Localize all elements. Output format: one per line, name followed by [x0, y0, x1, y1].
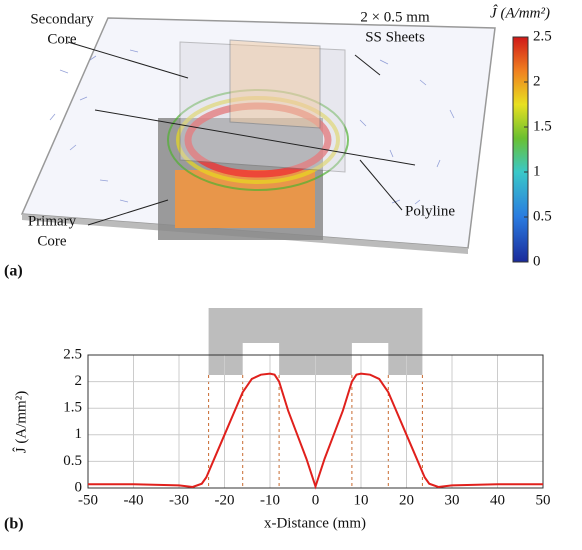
render-3d [20, 17, 496, 254]
y-tick-label: 0.5 [63, 453, 82, 469]
colorbar-tick-label: 1 [533, 163, 541, 179]
colorbar-tick-label: 2 [533, 73, 541, 89]
annotation: 2 × 0.5 mm [360, 9, 430, 25]
x-tick-label: 50 [536, 492, 551, 508]
x-tick-label: 0 [312, 492, 320, 508]
colorbar-tick-label: 2.5 [533, 28, 552, 44]
x-tick-label: -20 [215, 492, 235, 508]
colorbar-tick-label: 0 [533, 253, 541, 269]
colorbar-tick-label: 1.5 [533, 118, 552, 134]
x-tick-label: 10 [354, 492, 369, 508]
y-tick-label: 2.5 [63, 346, 82, 362]
annotation: Secondary [30, 11, 94, 27]
panel-tag: (a) [4, 263, 23, 280]
annotation: SS Sheets [365, 29, 425, 45]
x-axis-label: x-Distance (mm) [264, 515, 366, 531]
annotation: Primary [28, 213, 77, 229]
annotation: Core [47, 31, 77, 47]
x-tick-label: 20 [399, 492, 414, 508]
y-tick-label: 2 [75, 373, 83, 389]
x-tick-label: 30 [445, 492, 460, 508]
y-tick-label: 0 [75, 479, 83, 495]
annotation: Polyline [405, 203, 455, 219]
x-tick-label: -40 [124, 492, 144, 508]
panel-tag: (b) [4, 516, 24, 533]
x-tick-label: -10 [260, 492, 280, 508]
colorbar [512, 36, 529, 263]
x-tick-label: -30 [169, 492, 189, 508]
colorbar-label: Ĵ (A/mm²) [490, 4, 550, 21]
y-axis-label: Ĵ (A/mm²) [12, 391, 29, 453]
y-tick-label: 1.5 [63, 400, 82, 416]
x-tick-label: 40 [490, 492, 505, 508]
x-tick-label: -50 [78, 492, 98, 508]
y-tick-label: 1 [75, 426, 83, 442]
data-line [88, 372, 543, 490]
colorbar-tick-label: 0.5 [533, 208, 552, 224]
annotation: Core [37, 233, 67, 249]
